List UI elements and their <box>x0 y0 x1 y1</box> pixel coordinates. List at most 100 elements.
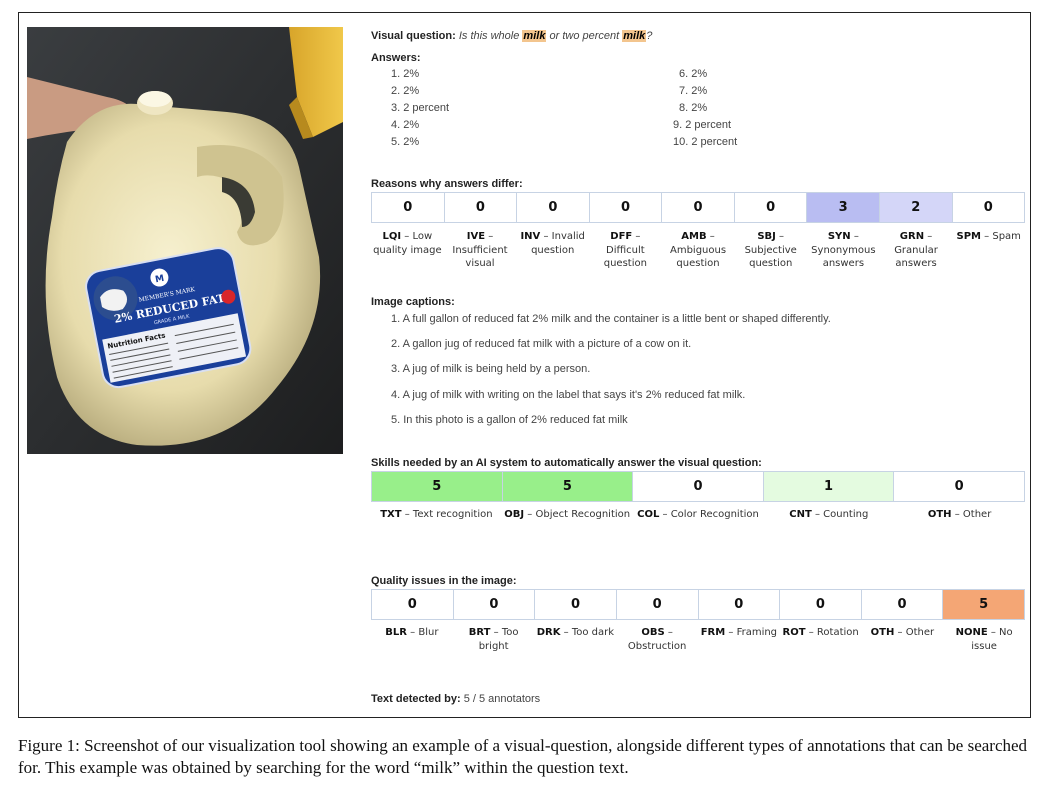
quality-code: ROT <box>782 627 806 638</box>
skill-count-col: 0 <box>633 472 764 501</box>
answer-item: 9. 2 percent <box>673 119 732 131</box>
captions-label: Image captions: <box>371 296 455 308</box>
skill-desc-text: Object Recognition <box>535 509 631 520</box>
reason-code: IVE <box>466 231 486 242</box>
quality-desc-text: No issue <box>971 627 1013 652</box>
skill-desc-text: Color Recognition <box>670 509 759 520</box>
skill-desc-text: Text recognition <box>412 509 493 520</box>
skill-code: OBJ <box>504 509 525 520</box>
reason-desc-lqi: LQI – Low quality image <box>373 231 442 256</box>
quality-label: Quality issues in the image: <box>371 575 517 587</box>
reason-desc-text: Granular answers <box>894 244 938 270</box>
skill-code: TXT <box>380 509 402 520</box>
reason-count-lqi: 0 <box>372 193 445 222</box>
answer-item: 2. 2% <box>391 85 420 97</box>
quality-desc-text: Obstruction <box>627 640 687 652</box>
reasons-label: Reasons why answers differ: <box>371 178 523 190</box>
milk-jug-image: M MEMBER'S MARK 2% REDUCED FAT GRADE A M… <box>27 27 343 454</box>
caption-item: 5. In this photo is a gallon of 2% reduc… <box>391 414 628 426</box>
skill-desc-text: Other <box>962 509 992 520</box>
question-part-2: or two percent <box>546 30 623 42</box>
reason-count-sbj: 0 <box>734 193 808 222</box>
quality-description-row: BLR – Blur BRT – Too bright DRK – Too dark… <box>371 626 1025 653</box>
skills-description-row: TXT – Text recognition OBJ – Object Recog… <box>371 508 1025 522</box>
reason-desc-sbj: SBJ – Subjective question <box>744 231 797 269</box>
question-part-3: ? <box>646 30 653 42</box>
svg-text:M: M <box>154 274 165 286</box>
text-detected-value: 5 / 5 annotators <box>463 693 541 705</box>
quality-code: DRK <box>536 627 561 638</box>
reason-desc-spm: SPM – Spam <box>956 231 1021 242</box>
skill-code: CNT <box>789 509 812 520</box>
skill-count-oth: 0 <box>894 472 1024 501</box>
reason-desc-text: Spam <box>992 231 1021 242</box>
question-part-1: Is this whole <box>458 30 523 42</box>
skill-count-obj: 5 <box>502 472 634 501</box>
figure-caption: Figure 1: Screenshot of our visualizatio… <box>18 736 1028 777</box>
skill-count-cnt: 1 <box>763 472 895 501</box>
quality-desc-none: NONE – No issue <box>955 627 1013 652</box>
quality-code: NONE <box>955 627 988 638</box>
skill-desc-cnt: CNT – Counting <box>789 509 869 520</box>
reason-desc-text: Low quality image <box>373 231 442 256</box>
quality-desc-oth: OTH – Other <box>870 627 935 638</box>
answers-label: Answers: <box>371 52 421 64</box>
reason-code: SBJ <box>757 231 776 242</box>
reason-desc-amb: AMB – Ambiguous question <box>669 231 727 270</box>
quality-desc-blr: BLR – Blur <box>385 627 439 638</box>
quality-count-frm: 0 <box>698 590 781 619</box>
caption-item: 2. A gallon jug of reduced fat milk with… <box>391 338 692 350</box>
skill-code: COL <box>637 509 660 520</box>
quality-desc-drk: DRK – Too dark <box>536 627 615 638</box>
quality-code: OTH <box>870 627 895 638</box>
skill-count-txt: 5 <box>372 472 503 501</box>
reason-code: DFF <box>610 231 633 242</box>
skill-desc-obj: OBJ – Object Recognition <box>504 509 631 520</box>
reason-count-amb: 0 <box>662 193 735 222</box>
skills-label: Skills needed by an AI system to automat… <box>371 457 762 469</box>
reasons-description-row: LQI – Low quality image IVE – Insufficien… <box>371 230 1025 271</box>
skill-desc-oth: OTH – Other <box>927 509 992 520</box>
caption-item: 3. A jug of milk is being held by a pers… <box>391 363 591 375</box>
reason-desc-text: Invalid question <box>531 231 585 256</box>
text-detected: Text detected by: 5 / 5 annotators <box>371 693 540 705</box>
milk-jug-photo: M MEMBER'S MARK 2% REDUCED FAT GRADE A M… <box>27 27 343 454</box>
answer-item: 10. 2 percent <box>673 136 738 148</box>
reason-desc-inv: INV – Invalid question <box>520 231 585 256</box>
skill-code: OTH <box>927 509 952 520</box>
reason-code: LQI <box>382 231 402 242</box>
quality-count-obs: 0 <box>616 590 699 619</box>
quality-count-blr: 0 <box>372 590 454 619</box>
reason-desc-text: Ambiguous question <box>669 244 727 270</box>
reason-desc-dff: DFF – Difficult question <box>603 231 647 270</box>
annotation-panel: Visual question: Is this whole milk or t… <box>371 13 1026 719</box>
reason-code: INV <box>520 231 541 242</box>
quality-desc-obs: OBS – Obstruction <box>627 627 687 652</box>
quality-desc-text: Rotation <box>816 627 859 638</box>
quality-desc-brt: BRT – Too bright <box>468 627 519 652</box>
text-detected-label: Text detected by: <box>371 693 461 705</box>
reason-desc-syn: SYN – Synonymous answers <box>811 231 876 270</box>
visual-question-label: Visual question: <box>371 30 456 42</box>
reason-desc-text: Difficult question <box>603 244 647 270</box>
quality-count-none: 5 <box>943 590 1024 619</box>
skill-desc-txt: TXT – Text recognition <box>380 509 493 520</box>
quality-count-drk: 0 <box>535 590 617 619</box>
reason-desc-ive: IVE – Insufficient visual <box>452 231 508 270</box>
quality-desc-text: Blur <box>418 627 439 638</box>
reason-count-syn: 3 <box>807 193 880 222</box>
reason-count-spm: 0 <box>952 193 1025 222</box>
reason-desc-text: Synonymous answers <box>811 244 876 270</box>
reason-count-inv: 0 <box>517 193 590 222</box>
reason-code: GRN <box>899 231 925 242</box>
reason-code: AMB <box>681 231 707 242</box>
skill-desc-text: Counting <box>823 509 869 520</box>
reason-code: SPM <box>956 231 981 242</box>
reason-code: SYN <box>827 231 851 242</box>
answer-item: 6. 2% <box>679 68 708 80</box>
reason-desc-text: Insufficient visual <box>452 244 508 270</box>
reason-count-ive: 0 <box>444 193 518 222</box>
reason-desc-grn: GRN – Granular answers <box>894 231 938 270</box>
